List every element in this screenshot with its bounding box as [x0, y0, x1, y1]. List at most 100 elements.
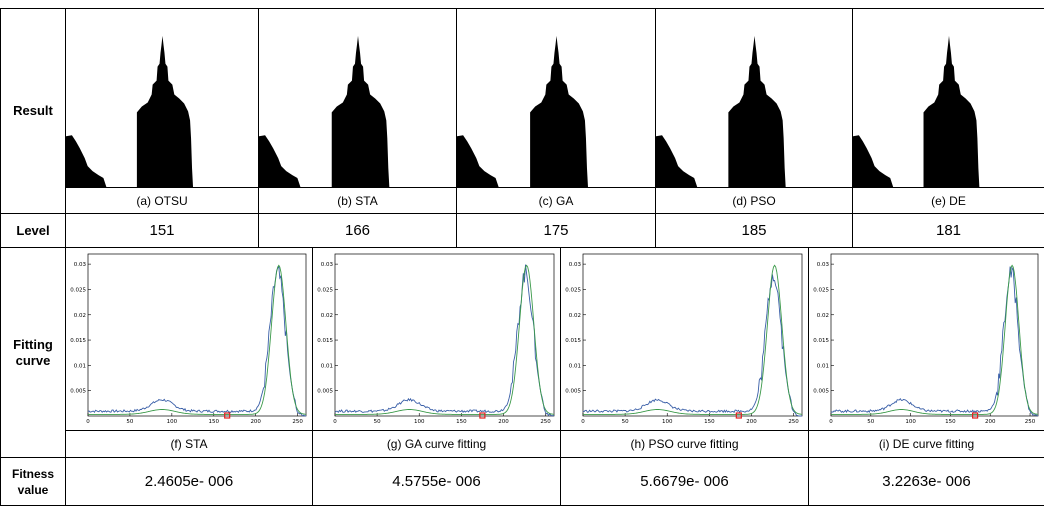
x-tick-label: 150	[209, 419, 220, 425]
x-tick-label: 200	[498, 419, 509, 425]
level-value: 166	[258, 213, 457, 248]
x-tick-label: 100	[414, 419, 425, 425]
plot-frame	[831, 254, 1038, 416]
level-value: 175	[456, 213, 656, 248]
x-tick-label: 200	[746, 419, 757, 425]
histogram-curve	[583, 274, 802, 416]
y-tick-label: 0.025	[565, 287, 581, 293]
fitted-curve	[831, 265, 1038, 414]
x-tick-label: 250	[292, 419, 303, 425]
y-tick-label: 0.015	[565, 338, 581, 344]
x-tick-label: 250	[788, 419, 799, 425]
x-tick-label: 150	[945, 419, 956, 425]
row-label: Fitness value	[0, 457, 66, 506]
threshold-marker	[736, 413, 741, 418]
x-tick-label: 250	[1025, 419, 1036, 425]
y-tick-label: 0.015	[813, 338, 829, 344]
x-tick-label: 0	[581, 419, 585, 425]
binary-image	[656, 9, 852, 187]
fitted-curve	[335, 265, 554, 414]
x-tick-label: 0	[86, 419, 90, 425]
histogram-curve	[88, 267, 306, 416]
result-image	[65, 8, 259, 188]
x-tick-label: 50	[622, 419, 629, 425]
fitting-plot: 0 50 100 150 200 250 0.005 0.01 0.015 0.02 0.025 0.…	[66, 248, 312, 430]
y-tick-label: 0.025	[813, 287, 829, 293]
y-tick-label: 0.03	[74, 262, 87, 268]
x-tick-label: 150	[456, 419, 467, 425]
y-tick-label: 0.005	[813, 389, 829, 395]
silhouette	[853, 36, 979, 187]
y-tick-label: 0.02	[569, 313, 581, 319]
level-value: 151	[65, 213, 259, 248]
x-tick-label: 100	[905, 419, 916, 425]
y-tick-label: 0.025	[317, 287, 333, 293]
image-caption: (c) GA	[456, 187, 656, 214]
y-tick-label: 0.005	[565, 389, 581, 395]
silhouette	[259, 36, 389, 187]
x-tick-label: 0	[333, 419, 337, 425]
x-tick-label: 250	[540, 419, 551, 425]
plot-frame	[88, 254, 306, 416]
level-value: 185	[655, 213, 853, 248]
y-tick-label: 0.01	[817, 363, 829, 369]
threshold-marker	[225, 413, 230, 418]
plot-cell: 0 50 100 150 200 250 0.005 0.01 0.015 0.02 0.025 0.…	[808, 247, 1044, 431]
binary-image	[66, 9, 258, 187]
y-tick-label: 0.02	[321, 313, 333, 319]
result-image	[655, 8, 853, 188]
figure-table: ResultLevelFitting curveFitness value(a)…	[0, 0, 1044, 506]
x-tick-label: 150	[704, 419, 715, 425]
plot-caption: (g) GA curve fitting	[312, 430, 561, 458]
image-caption: (a) OTSU	[65, 187, 259, 214]
fitness-value: 4.5755e- 006	[312, 457, 561, 506]
fitting-plot: 0 50 100 150 200 250 0.005 0.01 0.015 0.02 0.025 0.…	[313, 248, 560, 430]
y-tick-label: 0.01	[74, 363, 86, 369]
threshold-marker	[480, 413, 485, 418]
x-tick-label: 50	[374, 419, 381, 425]
x-tick-label: 50	[867, 419, 874, 425]
fitness-value: 2.4605e- 006	[65, 457, 313, 506]
y-tick-label: 0.015	[70, 338, 86, 344]
y-tick-label: 0.005	[317, 389, 333, 395]
x-tick-label: 100	[167, 419, 178, 425]
x-tick-label: 50	[126, 419, 133, 425]
plot-caption: (i) DE curve fitting	[808, 430, 1044, 458]
result-image	[258, 8, 457, 188]
plot-caption: (h) PSO curve fitting	[560, 430, 809, 458]
image-caption: (b) STA	[258, 187, 457, 214]
histogram-curve	[335, 265, 554, 416]
y-tick-label: 0.005	[70, 389, 86, 395]
fitted-curve	[583, 265, 802, 414]
y-tick-label: 0.01	[321, 363, 333, 369]
silhouette	[656, 36, 786, 187]
image-caption: (e) DE	[852, 187, 1044, 214]
x-tick-label: 200	[985, 419, 996, 425]
y-tick-label: 0.03	[569, 262, 582, 268]
y-tick-label: 0.03	[321, 262, 334, 268]
image-caption: (d) PSO	[655, 187, 853, 214]
fitness-value: 3.2263e- 006	[808, 457, 1044, 506]
plot-caption: (f) STA	[65, 430, 313, 458]
y-tick-label: 0.02	[74, 313, 86, 319]
x-tick-label: 0	[829, 419, 833, 425]
fitness-value: 5.6679e- 006	[560, 457, 809, 506]
binary-image	[259, 9, 456, 187]
result-image	[456, 8, 656, 188]
y-tick-label: 0.015	[317, 338, 333, 344]
y-tick-label: 0.03	[817, 262, 830, 268]
binary-image	[853, 9, 1044, 187]
threshold-marker	[973, 413, 978, 418]
plot-cell: 0 50 100 150 200 250 0.005 0.01 0.015 0.02 0.025 0.…	[65, 247, 313, 431]
fitting-plot: 0 50 100 150 200 250 0.005 0.01 0.015 0.02 0.025 0.…	[809, 248, 1044, 430]
fitting-plot: 0501001502002500.0050.010.0150.020.0250.…	[561, 248, 808, 430]
histogram-curve	[831, 267, 1038, 417]
silhouette	[457, 36, 588, 187]
row-label: Result	[0, 8, 66, 214]
y-tick-label: 0.02	[817, 313, 829, 319]
y-tick-label: 0.025	[70, 287, 86, 293]
silhouette	[66, 36, 193, 187]
x-tick-label: 200	[250, 419, 261, 425]
x-tick-label: 100	[662, 419, 673, 425]
row-label: Fitting curve	[0, 247, 66, 458]
